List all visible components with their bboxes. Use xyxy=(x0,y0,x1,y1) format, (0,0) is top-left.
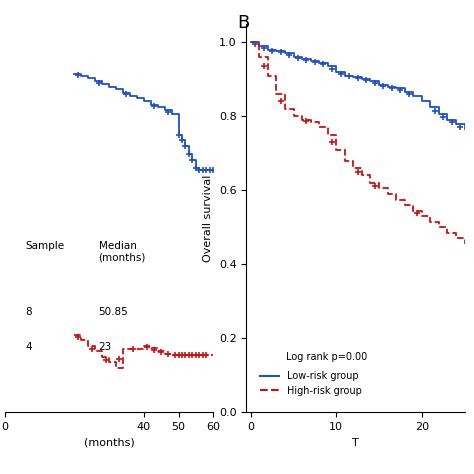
Text: Log rank p=0.00: Log rank p=0.00 xyxy=(286,352,367,362)
Text: Sample: Sample xyxy=(26,241,65,251)
Text: 8: 8 xyxy=(26,308,32,318)
Text: 4: 4 xyxy=(26,342,32,352)
Y-axis label: Overall survival: Overall survival xyxy=(203,174,213,262)
Text: B: B xyxy=(237,14,249,32)
Text: 50.85: 50.85 xyxy=(99,308,128,318)
Text: Median
(months): Median (months) xyxy=(99,241,146,263)
X-axis label: (months): (months) xyxy=(83,438,135,447)
X-axis label: T: T xyxy=(352,438,359,447)
Legend: Low-risk group, High-risk group: Low-risk group, High-risk group xyxy=(255,367,365,400)
Text: 23: 23 xyxy=(99,342,112,352)
